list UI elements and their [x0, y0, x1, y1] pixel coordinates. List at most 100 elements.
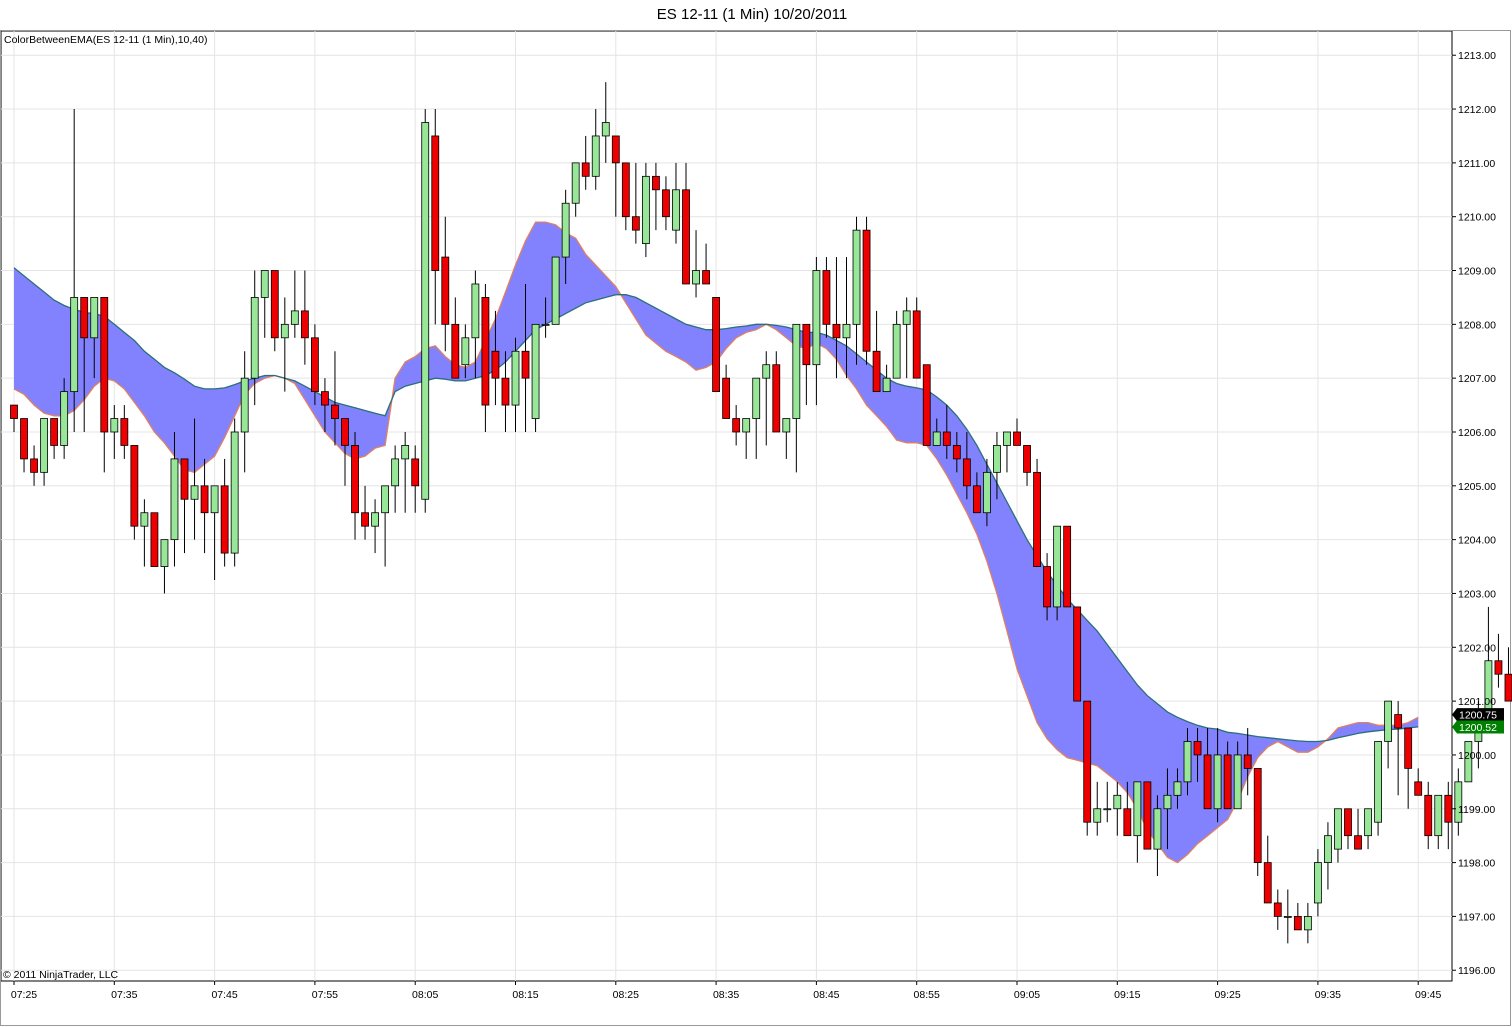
candle-body-down — [331, 404, 339, 419]
x-tick-label: 08:55 — [914, 989, 940, 1001]
candle-body-down — [1404, 727, 1413, 769]
candle-body-down — [1223, 754, 1232, 810]
candle — [692, 230, 700, 298]
candle-body-down — [952, 445, 961, 460]
time-axis: 07:25 07:35 07:45 07:55 08:05 08:15 08:25 08:35… — [11, 981, 1441, 1001]
candle-body-down — [832, 323, 841, 339]
candle — [952, 431, 961, 473]
candlesticks — [10, 82, 1512, 944]
y-tick-label: 1210.00 — [1458, 212, 1496, 224]
candle-body-down — [150, 512, 159, 567]
candle-body-up — [290, 310, 299, 325]
y-tick-label: 1213.00 — [1458, 50, 1496, 62]
candle — [1203, 728, 1212, 810]
candle — [180, 458, 189, 554]
candle — [1494, 633, 1503, 688]
candle-body-up — [230, 431, 239, 554]
candle-body-down — [802, 323, 811, 366]
candle — [1183, 728, 1192, 796]
candle-body-down — [361, 512, 369, 527]
candle-body-up — [1364, 808, 1372, 837]
candle-body-down — [1263, 862, 1272, 904]
candle-body-down — [1424, 794, 1433, 837]
x-tick-label: 09:35 — [1315, 989, 1341, 1001]
candle — [1263, 835, 1272, 904]
y-tick-label: 1212.00 — [1458, 104, 1496, 116]
y-tick-label: 1201.00 — [1458, 696, 1496, 708]
candle — [371, 499, 379, 554]
candle-body-down — [1013, 431, 1021, 446]
x-tick-label: 07:45 — [211, 989, 237, 1001]
candle-body-up — [210, 485, 219, 514]
candle — [972, 472, 981, 514]
candle-body-up — [140, 512, 149, 527]
candle-body-down — [621, 162, 630, 218]
ema-band-fill — [14, 222, 1419, 863]
candle-body-down — [501, 377, 510, 406]
candle-body-down — [1494, 660, 1503, 675]
candle — [601, 82, 610, 163]
candle — [762, 351, 771, 446]
candle — [652, 162, 660, 231]
candle — [351, 431, 359, 540]
candle-body-up — [762, 364, 771, 379]
candle-body-down — [1253, 767, 1262, 863]
candle-body-up — [692, 270, 700, 285]
candle-body-up — [170, 458, 179, 541]
candle-body-up — [60, 391, 69, 446]
candle-body-up — [110, 418, 119, 433]
candle-body-up — [90, 297, 99, 339]
candle — [1384, 700, 1393, 769]
candle — [1404, 727, 1413, 809]
candle — [782, 418, 791, 459]
candle-body-down — [130, 445, 139, 527]
candle-body-down — [862, 229, 871, 352]
candle — [361, 485, 369, 540]
candle — [1073, 606, 1082, 702]
candle-body-up — [1103, 808, 1112, 811]
candle — [1173, 768, 1182, 809]
candle-body-down — [722, 377, 731, 419]
candle — [1053, 525, 1062, 621]
candle — [230, 418, 239, 567]
candle-body-up — [782, 418, 791, 433]
ema-fill-band — [14, 222, 1419, 863]
candle-body-up — [1434, 794, 1443, 837]
candle — [1153, 795, 1162, 877]
candle — [1023, 445, 1031, 486]
candle — [210, 485, 219, 581]
candle — [902, 297, 911, 379]
candle-body-down — [431, 135, 440, 271]
y-tick-label: 1204.00 — [1458, 535, 1496, 547]
candle — [591, 109, 600, 190]
candle-body-down — [30, 458, 38, 473]
candle-body-down — [491, 350, 500, 379]
candle-body-down — [581, 162, 590, 177]
candle — [802, 323, 811, 406]
candle — [1163, 768, 1172, 850]
candle-body-up — [1314, 862, 1322, 904]
candle-body-down — [100, 297, 109, 433]
candle — [1063, 525, 1072, 608]
candle — [1314, 849, 1322, 917]
candle-body-up — [1233, 754, 1242, 810]
candle — [160, 539, 169, 594]
candle — [1414, 768, 1423, 796]
candle-body-up — [70, 297, 79, 393]
candle-body-down — [712, 297, 720, 393]
candle — [120, 405, 129, 459]
x-tick-label: 07:25 — [11, 989, 37, 1001]
candle — [621, 162, 630, 231]
grid-lines — [1, 31, 1452, 981]
candle-body-down — [1354, 835, 1362, 850]
candle-body-down — [180, 458, 189, 500]
y-tick-label: 1206.00 — [1458, 427, 1496, 439]
y-tick-label: 1198.00 — [1458, 858, 1495, 870]
candle — [1394, 701, 1403, 796]
candle-body-down — [1504, 673, 1512, 702]
candle-body-down — [962, 458, 971, 487]
candle — [1354, 808, 1362, 850]
candle-body-down — [1063, 525, 1072, 608]
candle — [1133, 781, 1142, 863]
candle — [240, 351, 249, 473]
